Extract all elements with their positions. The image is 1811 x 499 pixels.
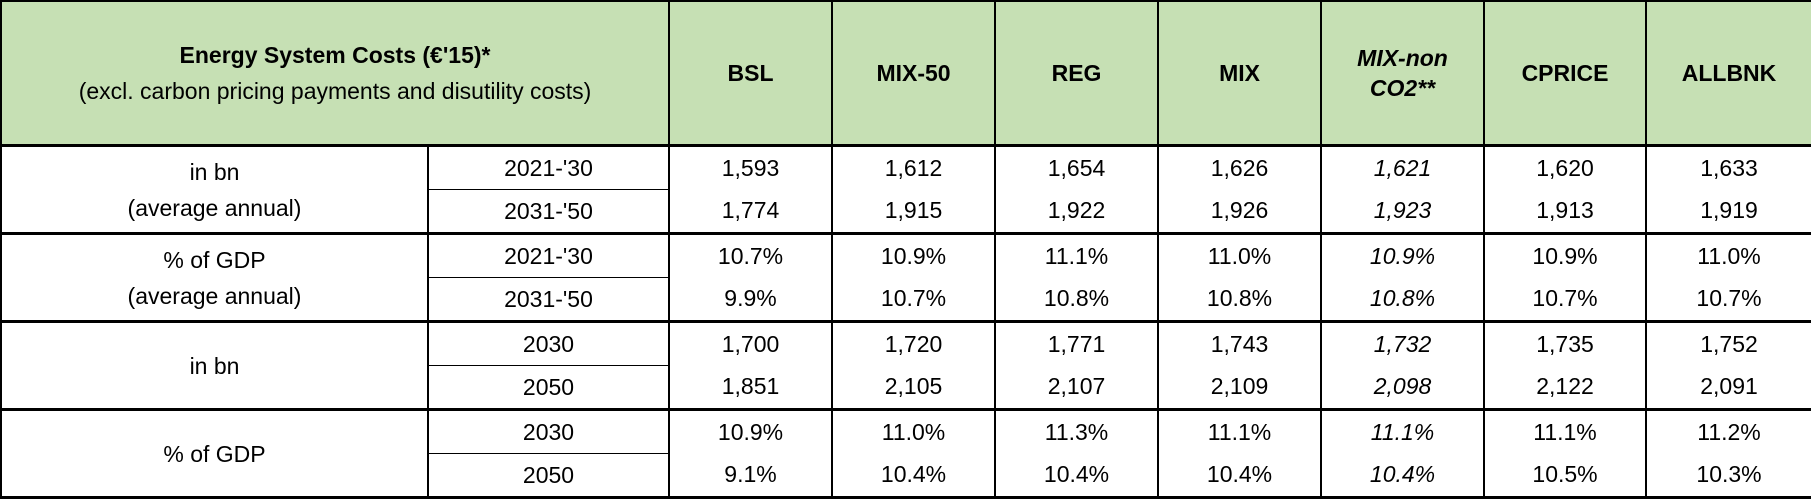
col-header-mix-nonco2: MIX-nonCO2** bbox=[1320, 0, 1486, 147]
period-cell: 2030 bbox=[426, 320, 671, 366]
value-cell: 1,735 bbox=[1483, 320, 1648, 366]
value-cell: 1,774 bbox=[668, 189, 834, 235]
table-row: 2031-'50 1,774 1,915 1,922 1,926 1,923 1,913 1,… bbox=[1, 189, 1811, 235]
row-group-label: % of GDP bbox=[0, 408, 429, 499]
value-cell: 1,922 bbox=[994, 189, 1160, 235]
value-cell: 11.1% bbox=[1157, 408, 1323, 454]
value-cell: 10.7% bbox=[831, 277, 997, 323]
table-row: % of GDP 2030 10.9% 11.0% 11.3% 11.1% 11.1% 11.… bbox=[0, 408, 1811, 499]
value-cell: 11.0% bbox=[1645, 232, 1811, 278]
col-header-mix-50: MIX-50 bbox=[831, 0, 997, 147]
period-cell: 2021-'30 bbox=[426, 144, 671, 190]
period-cell: 2030 bbox=[426, 408, 671, 454]
period-cell: 2031-'50 bbox=[426, 277, 671, 323]
period-cell: 2021-'30 bbox=[426, 232, 671, 278]
value-cell: 10.5% bbox=[1483, 453, 1648, 499]
value-cell: 2,091 bbox=[1645, 365, 1811, 411]
value-cell: 2,105 bbox=[831, 365, 997, 411]
value-cell: 10.9% bbox=[1483, 232, 1648, 278]
row-group-label: in bn (average annual) bbox=[0, 144, 429, 235]
row-group-label-main: % of GDP bbox=[163, 440, 266, 467]
value-cell: 1,626 bbox=[1157, 144, 1323, 190]
value-cell: 11.0% bbox=[831, 408, 997, 454]
table-row: 2050 1,851 2,105 2,107 2,109 2,098 2,122 2,091 bbox=[1, 365, 1811, 411]
value-cell: 1,633 bbox=[1645, 144, 1811, 190]
value-cell: 11.1% bbox=[994, 232, 1160, 278]
value-cell: 10.8% bbox=[994, 277, 1160, 323]
value-cell: 1,720 bbox=[831, 320, 997, 366]
row-group-label-sub: (average annual) bbox=[127, 282, 302, 309]
value-cell: 9.9% bbox=[668, 277, 834, 323]
value-cell: 10.4% bbox=[1320, 453, 1486, 499]
value-cell: 1,743 bbox=[1157, 320, 1323, 366]
value-cell: 9.1% bbox=[668, 453, 834, 499]
row-group-label: % of GDP (average annual) bbox=[0, 232, 429, 323]
period-cell: 2050 bbox=[426, 453, 671, 499]
table-row: 2031-'50 9.9% 10.7% 10.8% 10.8% 10.8% 10.7% 10.… bbox=[1, 277, 1811, 323]
value-cell: 1,926 bbox=[1157, 189, 1323, 235]
value-cell: 11.0% bbox=[1157, 232, 1323, 278]
value-cell: 10.3% bbox=[1645, 453, 1811, 499]
value-cell: 11.1% bbox=[1483, 408, 1648, 454]
value-cell: 11.3% bbox=[994, 408, 1160, 454]
title-sub: (excl. carbon pricing payments and disut… bbox=[78, 78, 592, 104]
value-cell: 10.7% bbox=[1483, 277, 1648, 323]
title-main: Energy System Costs (€'15)* bbox=[179, 42, 491, 68]
row-group-label-sub: (average annual) bbox=[127, 194, 302, 221]
value-cell: 1,654 bbox=[994, 144, 1160, 190]
value-cell: 1,621 bbox=[1320, 144, 1486, 190]
value-cell: 2,107 bbox=[994, 365, 1160, 411]
value-cell: 10.7% bbox=[668, 232, 834, 278]
value-cell: 10.8% bbox=[1320, 277, 1486, 323]
col-header-cprice: CPRICE bbox=[1483, 0, 1648, 147]
value-cell: 2,109 bbox=[1157, 365, 1323, 411]
value-cell: 1,620 bbox=[1483, 144, 1648, 190]
value-cell: 11.2% bbox=[1645, 408, 1811, 454]
header-row: Energy System Costs (€'15)* (excl. carbo… bbox=[0, 0, 1811, 147]
value-cell: 10.7% bbox=[1645, 277, 1811, 323]
value-cell: 1,923 bbox=[1320, 189, 1486, 235]
value-cell: 10.8% bbox=[1157, 277, 1323, 323]
table-row: in bn 2030 1,700 1,720 1,771 1,743 1,732 1,735 1… bbox=[0, 320, 1811, 411]
row-group-label-main: % of GDP bbox=[163, 246, 266, 273]
table-title: Energy System Costs (€'15)* (excl. carbo… bbox=[0, 0, 671, 147]
value-cell: 1,851 bbox=[668, 365, 834, 411]
value-cell: 10.4% bbox=[831, 453, 997, 499]
col-header-mix: MIX bbox=[1157, 0, 1323, 147]
col-header-bsl: BSL bbox=[668, 0, 834, 147]
value-cell: 1,915 bbox=[831, 189, 997, 235]
value-cell: 1,752 bbox=[1645, 320, 1811, 366]
period-cell: 2050 bbox=[426, 365, 671, 411]
value-cell: 10.9% bbox=[668, 408, 834, 454]
col-header-reg: REG bbox=[994, 0, 1160, 147]
value-cell: 10.9% bbox=[1320, 232, 1486, 278]
table-row: in bn (average annual) 2021-'30 1,593 1,612 1… bbox=[0, 144, 1811, 235]
value-cell: 1,771 bbox=[994, 320, 1160, 366]
value-cell: 1,913 bbox=[1483, 189, 1648, 235]
col-header-allbnk: ALLBNK bbox=[1645, 0, 1811, 147]
value-cell: 1,700 bbox=[668, 320, 834, 366]
value-cell: 10.4% bbox=[1157, 453, 1323, 499]
value-cell: 1,732 bbox=[1320, 320, 1486, 366]
value-cell: 1,593 bbox=[668, 144, 834, 190]
table-row: % of GDP (average annual) 2021-'30 10.7% 10.… bbox=[0, 232, 1811, 323]
value-cell: 10.4% bbox=[994, 453, 1160, 499]
row-group-label-main: in bn bbox=[189, 158, 240, 185]
value-cell: 1,612 bbox=[831, 144, 997, 190]
value-cell: 2,122 bbox=[1483, 365, 1648, 411]
row-group-label: in bn bbox=[0, 320, 429, 411]
period-cell: 2031-'50 bbox=[426, 189, 671, 235]
row-group-label-main: in bn bbox=[189, 352, 240, 379]
value-cell: 1,919 bbox=[1645, 189, 1811, 235]
value-cell: 2,098 bbox=[1320, 365, 1486, 411]
value-cell: 10.9% bbox=[831, 232, 997, 278]
value-cell: 11.1% bbox=[1320, 408, 1486, 454]
